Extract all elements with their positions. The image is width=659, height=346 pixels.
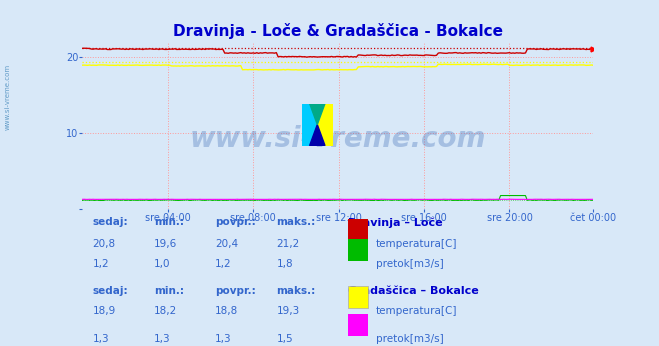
Text: 20,8: 20,8 (92, 239, 116, 249)
Text: Dravinja – Loče: Dravinja – Loče (348, 217, 443, 228)
Text: 1,8: 1,8 (277, 258, 293, 268)
Text: 1,0: 1,0 (154, 258, 171, 268)
Text: 19,6: 19,6 (154, 239, 177, 249)
Text: maks.:: maks.: (277, 217, 316, 227)
Text: 18,9: 18,9 (92, 306, 116, 316)
Text: 1,2: 1,2 (215, 258, 232, 268)
Text: Gradaščica – Bokalce: Gradaščica – Bokalce (348, 286, 478, 296)
Bar (348, 219, 368, 241)
Bar (348, 286, 368, 308)
Text: www.si-vreme.com: www.si-vreme.com (190, 125, 486, 153)
Text: min.:: min.: (154, 286, 184, 296)
Text: 18,8: 18,8 (215, 306, 239, 316)
Text: 21,2: 21,2 (277, 239, 300, 249)
Text: povpr.:: povpr.: (215, 286, 256, 296)
Text: sedaj:: sedaj: (92, 286, 129, 296)
Text: sedaj:: sedaj: (92, 217, 129, 227)
Text: pretok[m3/s]: pretok[m3/s] (376, 258, 444, 268)
Text: www.si-vreme.com: www.si-vreme.com (5, 64, 11, 130)
Bar (348, 239, 368, 261)
Title: Dravinja - Loče & Gradaščica - Bokalce: Dravinja - Loče & Gradaščica - Bokalce (173, 23, 503, 39)
Text: maks.:: maks.: (277, 286, 316, 296)
Text: 1,3: 1,3 (92, 334, 109, 344)
Text: min.:: min.: (154, 217, 184, 227)
Text: pretok[m3/s]: pretok[m3/s] (376, 334, 444, 344)
Text: 20,4: 20,4 (215, 239, 239, 249)
Text: 18,2: 18,2 (154, 306, 177, 316)
Bar (348, 314, 368, 336)
Text: povpr.:: povpr.: (215, 217, 256, 227)
Text: 1,3: 1,3 (154, 334, 171, 344)
Text: temperatura[C]: temperatura[C] (376, 306, 457, 316)
Text: 1,5: 1,5 (277, 334, 293, 344)
Text: 1,2: 1,2 (92, 258, 109, 268)
Text: temperatura[C]: temperatura[C] (376, 239, 457, 249)
Text: 1,3: 1,3 (215, 334, 232, 344)
Text: 19,3: 19,3 (277, 306, 300, 316)
